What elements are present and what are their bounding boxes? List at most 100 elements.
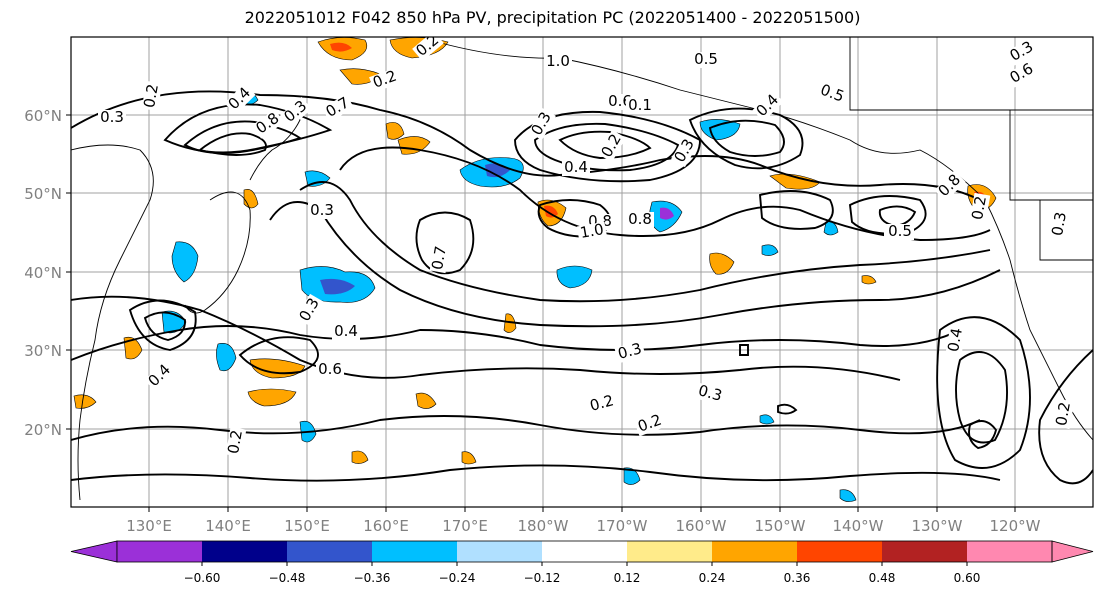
colorbar-tick-label: 0.48: [869, 571, 896, 585]
contour-label: 0.2: [588, 391, 616, 415]
contour-label-bg: [1005, 60, 1039, 88]
contour-label-bg: [934, 170, 966, 202]
contour-label-bg: [144, 360, 176, 392]
contour-label: 0.5: [888, 222, 912, 240]
contour-label: 0.2: [140, 83, 162, 110]
pv-contour: [71, 415, 981, 441]
pv-contour: [968, 420, 998, 449]
latitude-labels: 60°N 50°N 40°N 30°N 20°N: [24, 107, 62, 439]
precip-negative-core: [660, 207, 674, 220]
japan-coastline: [184, 191, 251, 314]
contour-label-bg: [598, 129, 626, 163]
contour-label-bg: [429, 242, 451, 274]
north-america-coastline: [429, 39, 1093, 441]
colorbar-segment: [627, 541, 712, 562]
precip-negative-core: [320, 278, 355, 295]
contour-label: 0.1: [628, 96, 652, 114]
coastlines: [71, 37, 1093, 501]
contour-label-bg: [614, 340, 646, 364]
longitude-label: 160°W: [676, 517, 727, 535]
axis-ticks: [66, 114, 1016, 512]
contour-label: 0.4: [944, 327, 966, 354]
contour-label-bg: [544, 54, 572, 70]
pv-contours: [71, 90, 1093, 485]
contour-label-bg: [141, 80, 163, 112]
state-border: [1039, 200, 1093, 261]
colorbar-extend-left: [70, 540, 118, 563]
contour-label-bg: [692, 52, 720, 68]
pv-contour: [1038, 349, 1093, 485]
colorbar-tick-label: −0.24: [439, 571, 476, 585]
pv-contour: [708, 119, 785, 157]
colorbar-outline: [116, 540, 1053, 563]
precip-positive-patch: [709, 252, 735, 275]
contour-label: 0.2: [968, 195, 990, 222]
latitude-label: 20°N: [24, 421, 62, 439]
colorbar-segment: [372, 541, 457, 562]
precip-negative-patch: [759, 414, 775, 425]
contour-label-bg: [225, 426, 247, 458]
pv-contour: [415, 211, 475, 275]
precip-positive-core: [330, 42, 352, 52]
longitude-label: 170°W: [597, 517, 648, 535]
contour-label-bg: [251, 109, 285, 139]
pv-contour: [299, 181, 991, 303]
precip-negative-patch: [171, 241, 199, 283]
contour-label-bg: [816, 81, 848, 107]
longitude-label: 150°E: [284, 517, 330, 535]
longitude-label: 130°E: [126, 517, 172, 535]
us-border: [1009, 110, 1093, 201]
contour-label-bg: [694, 382, 726, 406]
precip-positive-patch: [503, 313, 517, 333]
pv-contour: [128, 299, 197, 351]
pv-contour: [71, 295, 901, 381]
colorbar-tick-label: −0.36: [354, 571, 391, 585]
longitude-label: 140°W: [833, 517, 884, 535]
precip-positive-patch: [73, 394, 97, 409]
colorbar-segment: [287, 541, 372, 562]
contour-label-bg: [945, 324, 967, 356]
contour-label-bg: [412, 37, 444, 62]
contour-label: 0.6: [608, 92, 632, 110]
contour-label-bg: [886, 224, 914, 240]
precip-positive-patch: [461, 451, 477, 465]
pv-contour: [936, 316, 1031, 469]
latitude-label: 60°N: [24, 107, 62, 125]
contour-label-bg: [969, 192, 991, 224]
precip-positive-patch: [351, 450, 369, 464]
contour-label-bg: [752, 90, 784, 122]
contour-label-bg: [1053, 398, 1075, 430]
contour-label: 0.7: [428, 245, 450, 272]
precip-negative-patch: [699, 119, 741, 141]
contour-label-bg: [1005, 38, 1039, 66]
pv-contour: [143, 311, 186, 341]
contour-label-bg: [280, 96, 312, 128]
colorbar-segment: [882, 541, 967, 562]
pv-contour: [688, 107, 804, 170]
colorbar-tick-label: −0.48: [269, 571, 306, 585]
precip-positive-core: [544, 205, 558, 218]
contour-label-bg: [369, 67, 401, 93]
contour-label: 0.4: [564, 158, 588, 176]
latitude-label: 50°N: [24, 185, 62, 203]
contour-label-bg: [586, 392, 618, 416]
pv-contour: [739, 344, 749, 356]
contour-label: 0.5: [694, 50, 718, 68]
map-title: 2022051012 F042 850 hPa PV, precipitatio…: [244, 8, 861, 27]
colorbar-tick-labels: −0.60 −0.48 −0.36 −0.24 −0.12 0.12 0.24 0.36 0.4…: [184, 562, 980, 585]
colorbar-segment: [457, 541, 542, 562]
latitude-label: 30°N: [24, 342, 62, 360]
colorbar-tick-label: −0.12: [524, 571, 561, 585]
pv-contour: [878, 205, 917, 227]
pv-contour: [71, 325, 961, 361]
precip-positive-patch: [123, 336, 143, 360]
pv-contour: [514, 110, 701, 183]
colorbar-segment: [797, 541, 882, 562]
longitude-label: 160°E: [363, 517, 409, 535]
precip-positive-patch: [415, 392, 437, 409]
precip-negative-patch: [556, 265, 593, 289]
pv-contour: [558, 130, 652, 159]
longitude-label: 150°W: [755, 517, 806, 535]
colorbar: [70, 540, 1094, 563]
